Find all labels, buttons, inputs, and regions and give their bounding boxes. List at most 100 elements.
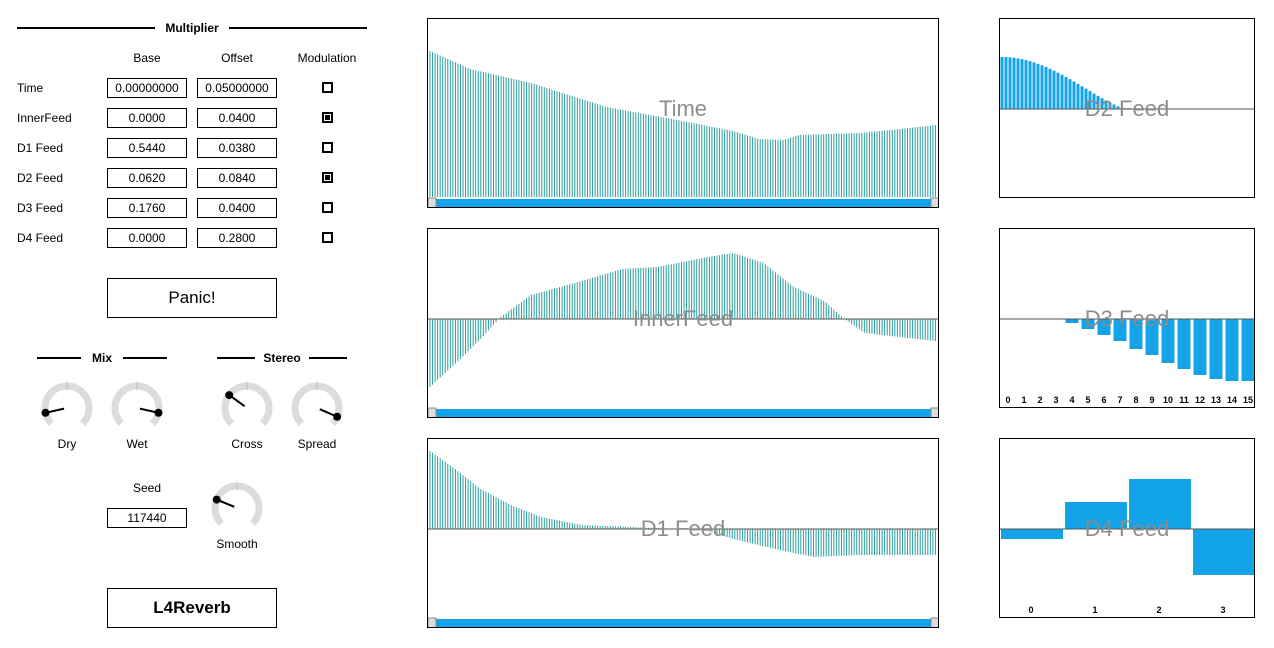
d4-bar [1001,529,1063,539]
d4-bar [1065,502,1127,529]
d2-bar [1028,61,1032,109]
row-label-d3feed: D3 Feed [17,201,64,215]
cross-label: Cross [231,437,263,451]
scrollbar-left-handle [428,617,437,627]
knob-track [221,382,273,427]
d4-tick-label: 1 [1092,605,1097,615]
time-offset-field[interactable]: 0.05000000 [197,78,277,98]
d2feed-offset-field[interactable]: 0.0840 [197,168,277,188]
d3-bar [1129,319,1143,349]
mix-title: Mix [91,351,112,365]
d2-bar [1096,95,1100,109]
wet-knob[interactable] [107,378,167,438]
seed-field[interactable]: 117440 [107,508,187,528]
d3-tick-label: 12 [1195,395,1205,405]
multiplier-title: Multiplier [165,21,219,35]
plugin-name-button[interactable]: L4Reverb [107,588,277,628]
row-label-d1feed: D1 Feed [17,141,64,155]
d1feed-offset-field[interactable]: 0.0380 [197,138,277,158]
time-modulation-checkbox[interactable] [322,82,333,93]
d4-tick-label: 0 [1028,605,1033,615]
d3-bar [1113,319,1127,341]
d1feed-envelope-panel[interactable]: D1 Feed [427,438,939,628]
d3-tick-label: 2 [1037,395,1042,405]
d2feed-modulation-checkbox[interactable] [322,172,333,183]
innerfeed-envelope-panel[interactable]: InnerFeed [427,228,939,418]
innerfeed-modulation-checkbox[interactable] [322,112,333,123]
d2-bar [1108,102,1112,109]
d2-bar [1112,104,1116,109]
d2feed-base-field[interactable]: 0.0620 [107,168,187,188]
d4feed-modulation-checkbox[interactable] [322,232,333,243]
dry-label: Dry [57,437,77,451]
time-envelope-panel[interactable]: Time [427,18,939,208]
d2-bar [1072,81,1076,109]
d3-tick-label: 13 [1211,395,1221,405]
scrollbar-right-handle [930,617,938,627]
d3-tick-label: 8 [1133,395,1138,405]
d4-tick-label: 3 [1220,605,1225,615]
d3-tick-label: 5 [1085,395,1090,405]
d2-bar [1000,57,1004,109]
d3feed-base-field[interactable]: 0.1760 [107,198,187,218]
spread-knob[interactable] [287,378,347,438]
d2-bar [1040,65,1044,109]
d2feed-panel[interactable]: D2 Feed [999,18,1255,198]
d2-bar [1060,74,1064,109]
d1feed-modulation-checkbox[interactable] [322,142,333,153]
d1feed-base-field[interactable]: 0.5440 [107,138,187,158]
row-label-d4feed: D4 Feed [17,231,64,245]
d2-bar [1032,62,1036,109]
d2-bar [1004,57,1008,109]
d2-bar [1048,68,1052,109]
d3-tick-label: 6 [1101,395,1106,405]
d4feed-offset-field[interactable]: 0.2800 [197,228,277,248]
d2-bar [1084,88,1088,109]
knob-pointer-dot [212,495,221,504]
d3-bar [1081,319,1095,329]
dry-knob[interactable] [37,378,97,438]
d3-tick-label: 3 [1053,395,1058,405]
time-base-field[interactable]: 0.00000000 [107,78,187,98]
row-label-d2feed: D2 Feed [17,171,64,185]
d2-bar [1080,86,1084,109]
d3-tick-label: 11 [1179,395,1189,405]
d4feed-base-field[interactable]: 0.0000 [107,228,187,248]
d3feed-offset-field[interactable]: 0.0400 [197,198,277,218]
knob-pointer-dot [333,412,342,421]
d2-bar [1008,57,1012,109]
stereo-divider-right [309,357,347,359]
innerfeed-offset-field[interactable]: 0.0400 [197,108,277,128]
knob-pointer-dot [154,408,163,417]
scrollbar-left-handle [428,197,437,207]
d3-bar [1241,319,1254,381]
smooth-knob[interactable] [207,478,267,538]
d3-bar [1065,319,1079,323]
cross-knob[interactable] [217,378,277,438]
d2-bar [1044,66,1048,109]
d4-bar [1193,529,1254,575]
d2-bar [1024,60,1028,109]
panic-button[interactable]: Panic! [107,278,277,318]
d2-bar [1104,100,1108,109]
d3feed-modulation-checkbox[interactable] [322,202,333,213]
base-column-header: Base [133,51,161,65]
d2-bar [1056,72,1060,109]
d3-bar [1097,319,1111,335]
scrollbar-right-handle [930,197,938,207]
d3-tick-label: 7 [1117,395,1122,405]
seed-label: Seed [132,481,162,495]
d2-bar [1120,107,1124,109]
knob-pointer-dot [225,391,234,400]
innerfeed-base-field[interactable]: 0.0000 [107,108,187,128]
d3-bar [1145,319,1159,355]
d3-tick-label: 14 [1227,395,1237,405]
d3feed-panel[interactable]: 0 1 2 3 4 5 6 7 8 9 10 11 12 13 14 15 D3 Feed [999,228,1255,408]
d3-bar [1209,319,1223,379]
d2-bar [1036,63,1040,109]
knob-pointer-dot [41,408,50,417]
d2-bar [1020,59,1024,109]
d4-bar [1129,479,1191,529]
d3-tick-label: 15 [1243,395,1253,405]
